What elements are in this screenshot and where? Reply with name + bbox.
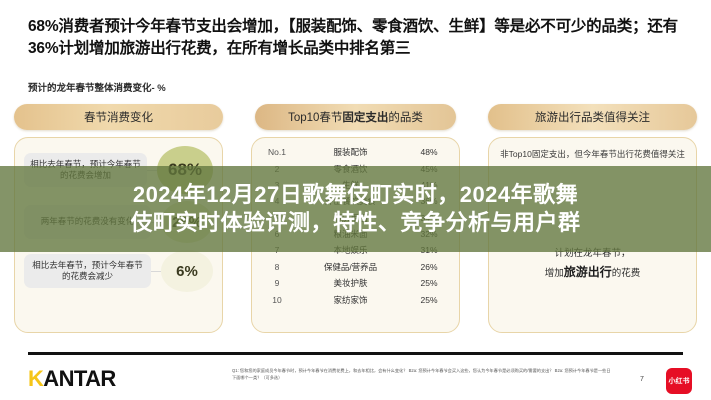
travel-note: 非Top10固定支出，但今年春节出行花费值得关注	[500, 149, 685, 159]
connector-line	[151, 270, 161, 272]
callout-prefix: 增加	[544, 268, 564, 280]
callout-bold: 旅游出行	[563, 265, 612, 280]
page-number: 7	[640, 376, 644, 383]
row-category: 美妆护肤	[333, 278, 368, 289]
row-rank: 10	[272, 294, 282, 305]
chart-subtitle: 预计的龙年春节整体消费变化- %	[28, 83, 166, 94]
xiaohongshu-badge: 小红书	[666, 368, 692, 394]
spending-row-value: 6%	[161, 250, 213, 292]
column-header-spending-change: 春节消费变化	[14, 104, 223, 130]
logo-accent-letter: K	[28, 366, 44, 391]
row-percent: 25%	[420, 294, 438, 305]
title-overlay-band: 2024年12月27日歌舞伎町实时，2024年歌舞 伎町实时体验评测，特性、竞争…	[0, 166, 711, 252]
row-rank: 8	[274, 261, 280, 272]
header-bold: 固定支出	[342, 112, 389, 124]
kantar-logo: KANTAR	[28, 366, 116, 392]
overlay-title-line2: 伎町实时体验评测，特性、竞争分析与用户群	[130, 210, 581, 235]
column-header-travel: 旅游出行品类值得关注	[488, 104, 697, 130]
row-category: 家纺家饰	[333, 294, 368, 305]
travel-callout-line1: 计划在龙年春节，	[554, 248, 631, 259]
page-headline: 68%消费者预计今年春节支出会增加，【服装配饰、零食酒饮、生鲜】等是必不可少的品…	[28, 18, 678, 57]
row-rank: 9	[274, 278, 280, 289]
header-suffix: 的品类	[388, 112, 423, 124]
table-row: No.1 服装配饰 48%	[258, 144, 453, 160]
travel-callout: 计划在龙年春节， 增加旅游出行的花费	[489, 246, 696, 283]
row-rank: No.1	[268, 147, 286, 158]
table-row: 9 美妆护肤 25%	[258, 275, 453, 291]
travel-callout-line2: 增加旅游出行的花费	[489, 262, 696, 282]
table-row: 8 保健品/营养品 26%	[258, 259, 453, 275]
spending-row: 相比去年春节，预计今年春节的花费会减少 6%	[24, 250, 213, 292]
row-category: 服装配饰	[333, 147, 368, 158]
table-row: 10 家纺家饰 25%	[258, 291, 453, 307]
callout-suffix: 的花费	[611, 268, 641, 280]
footnote-text: Q1: 您和您的家庭成员今年春节时，预计今年春节在消费花费上，和去年相比，会有什…	[232, 368, 611, 380]
row-percent: 26%	[420, 261, 438, 272]
spending-row-label: 相比去年春节，预计今年春节的花费会减少	[24, 254, 151, 288]
footer-divider	[28, 352, 683, 355]
row-percent: 48%	[420, 147, 438, 158]
overlay-title-line1: 2024年12月27日歌舞伎町实时，2024年歌舞	[132, 181, 579, 207]
logo-text: ANTAR	[43, 366, 116, 391]
row-category: 保健品/营养品	[323, 261, 378, 272]
column-header-top10: Top10春节 固定支出 的品类	[255, 104, 456, 130]
header-prefix: Top10春节	[288, 112, 343, 124]
row-percent: 25%	[420, 278, 438, 289]
